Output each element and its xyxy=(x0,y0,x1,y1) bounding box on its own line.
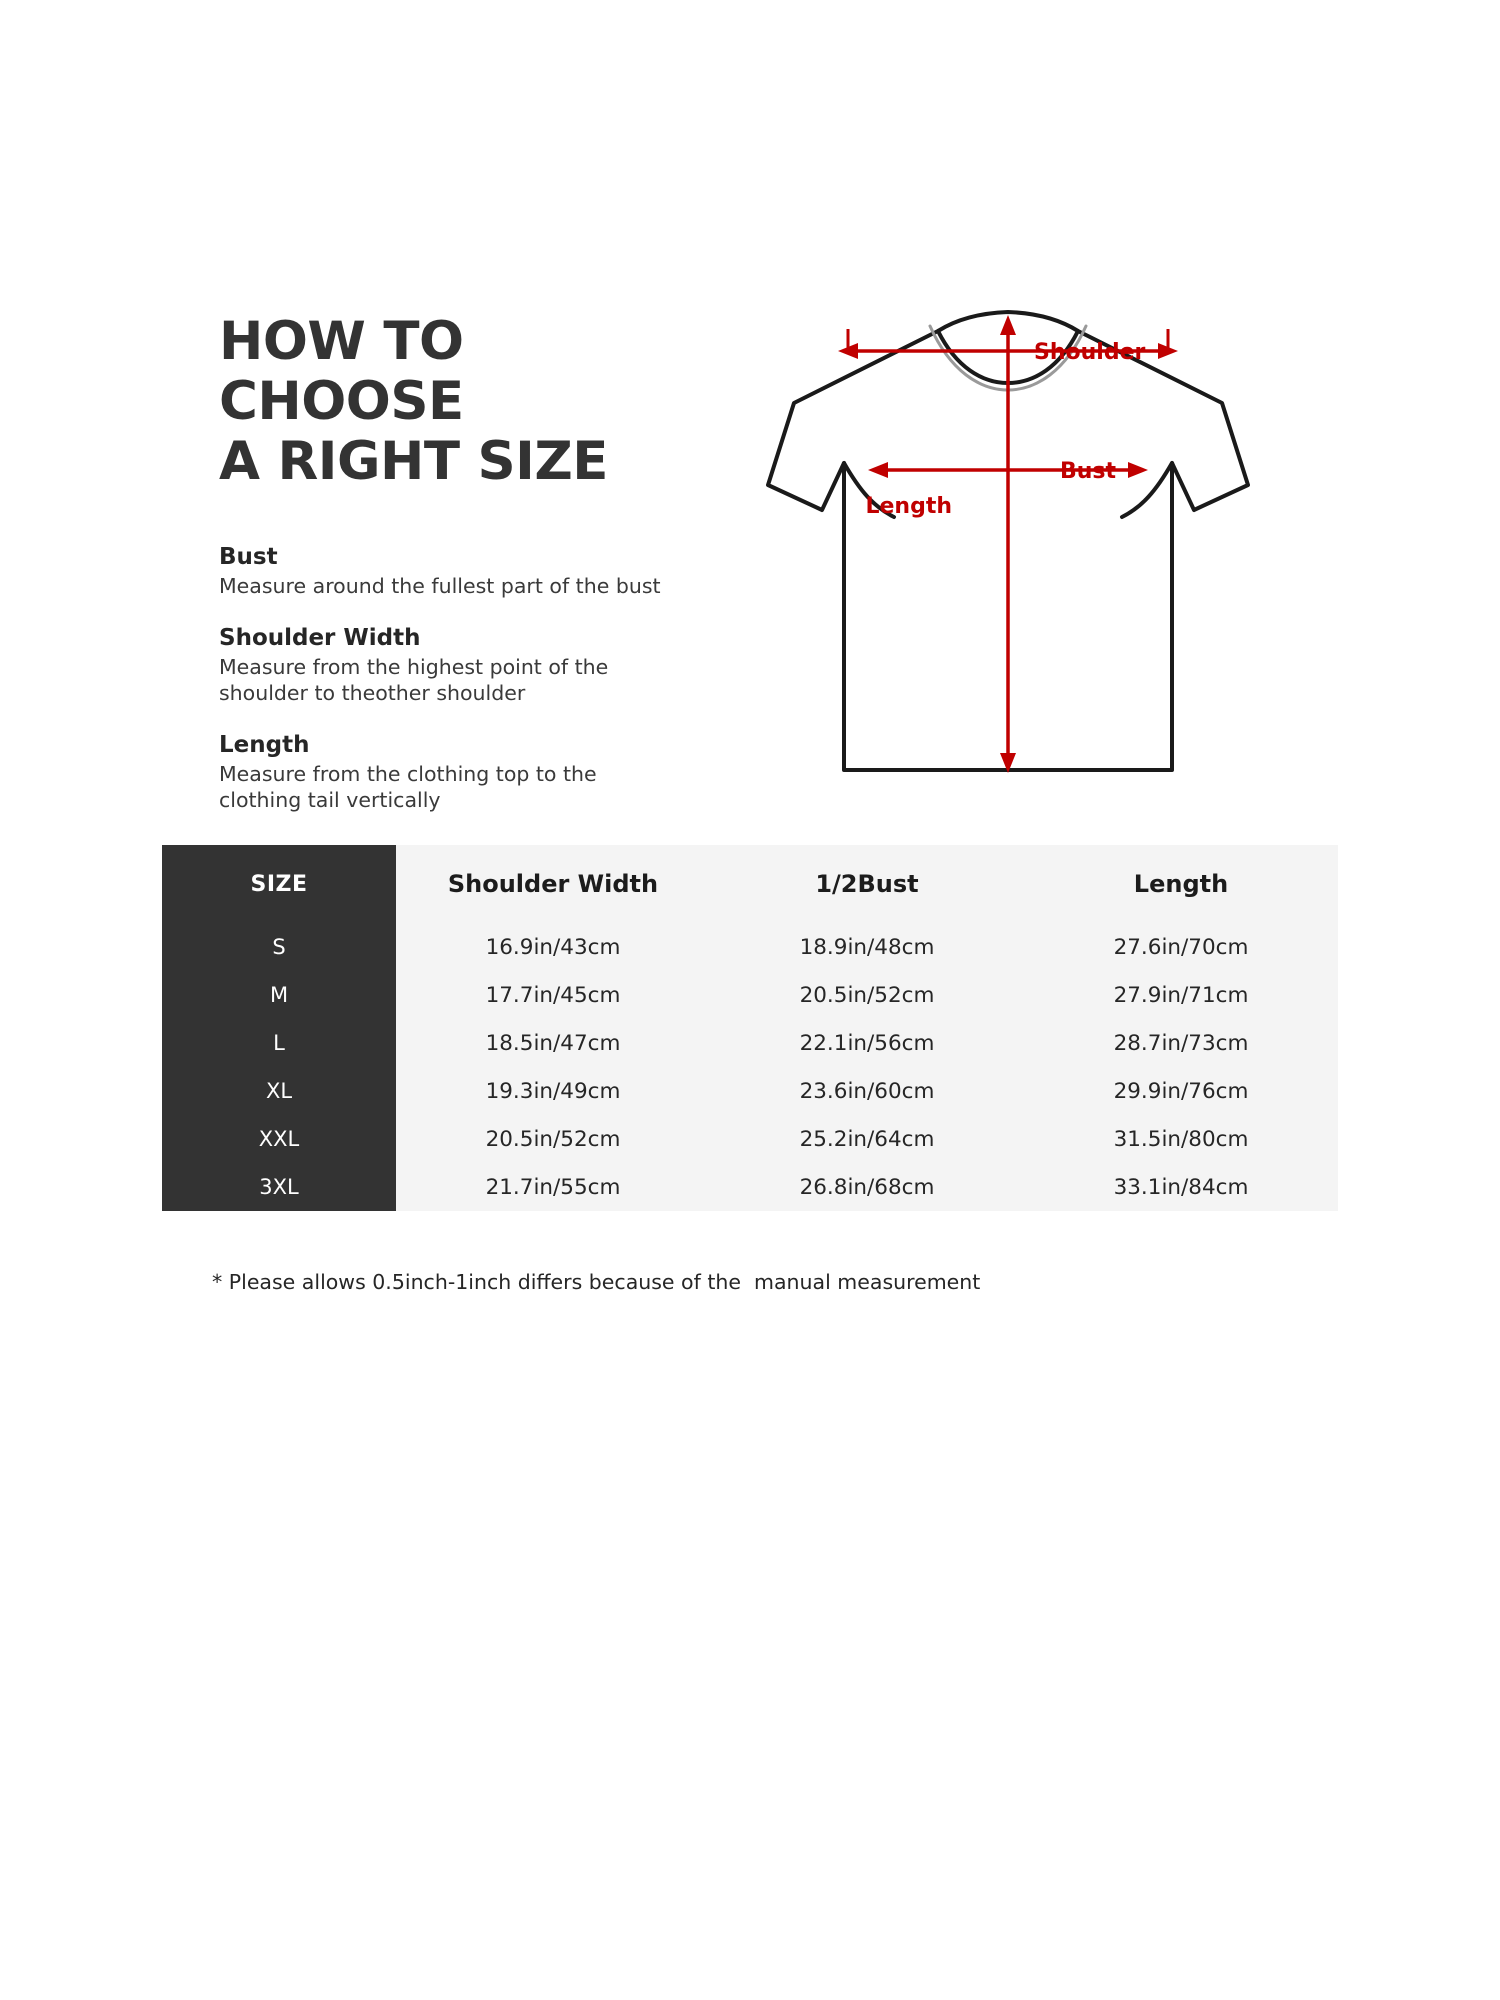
measurement-guide: HOW TO CHOOSE A RIGHT SIZE Bust Measure … xyxy=(219,312,719,837)
cell-shoulder-width: 20.5in/52cm xyxy=(396,1115,710,1163)
cell-shoulder-width: 19.3in/49cm xyxy=(396,1067,710,1115)
cell-size: M xyxy=(162,971,396,1019)
cell-half-bust: 25.2in/64cm xyxy=(710,1115,1024,1163)
cell-half-bust: 20.5in/52cm xyxy=(710,971,1024,1019)
cell-length: 27.9in/71cm xyxy=(1024,971,1338,1019)
column-header-length: Length xyxy=(1024,845,1338,923)
table-row: S 16.9in/43cm 18.9in/48cm 27.6in/70cm xyxy=(162,923,1338,971)
column-header-shoulder-width: Shoulder Width xyxy=(396,845,710,923)
cell-half-bust: 26.8in/68cm xyxy=(710,1163,1024,1211)
column-header-half-bust: 1/2Bust xyxy=(710,845,1024,923)
size-table: SIZE Shoulder Width 1/2Bust Length S 16.… xyxy=(162,845,1338,1211)
measurement-annotations xyxy=(838,315,1178,773)
cell-size: L xyxy=(162,1019,396,1067)
measurement-disclaimer: * Please allows 0.5inch-1inch differs be… xyxy=(212,1270,981,1294)
cell-shoulder-width: 17.7in/45cm xyxy=(396,971,710,1019)
table-row: 3XL 21.7in/55cm 26.8in/68cm 33.1in/84cm xyxy=(162,1163,1338,1211)
measurement-item-bust: Bust Measure around the fullest part of … xyxy=(219,542,719,599)
cell-size: S xyxy=(162,923,396,971)
cell-length: 29.9in/76cm xyxy=(1024,1067,1338,1115)
size-table-body: S 16.9in/43cm 18.9in/48cm 27.6in/70cm M … xyxy=(162,923,1338,1211)
column-header-size: SIZE xyxy=(162,845,396,923)
cell-shoulder-width: 16.9in/43cm xyxy=(396,923,710,971)
measurement-term-shoulder-width: Shoulder Width xyxy=(219,625,421,651)
intro-section: HOW TO CHOOSE A RIGHT SIZE Bust Measure … xyxy=(162,145,1338,845)
tshirt-diagram: Shoulder Bust Length xyxy=(742,295,1282,815)
measurement-definition-list: Bust Measure around the fullest part of … xyxy=(219,542,719,813)
size-table-header: SIZE Shoulder Width 1/2Bust Length xyxy=(162,845,1338,923)
bust-label: Bust xyxy=(1060,459,1117,484)
page-title: HOW TO CHOOSE A RIGHT SIZE xyxy=(219,311,609,492)
measurement-item-shoulder-width: Shoulder Width Measure from the highest … xyxy=(219,623,719,706)
cell-length: 27.6in/70cm xyxy=(1024,923,1338,971)
cell-size: XXL xyxy=(162,1115,396,1163)
table-row: L 18.5in/47cm 22.1in/56cm 28.7in/73cm xyxy=(162,1019,1338,1067)
measurement-description-bust: Measure around the fullest part of the b… xyxy=(219,574,661,598)
measurement-item-length: Length Measure from the clothing top to … xyxy=(219,730,719,813)
length-label: Length xyxy=(865,494,952,519)
table-row: XL 19.3in/49cm 23.6in/60cm 29.9in/76cm xyxy=(162,1067,1338,1115)
cell-length: 31.5in/80cm xyxy=(1024,1115,1338,1163)
cell-half-bust: 18.9in/48cm xyxy=(710,923,1024,971)
cell-size: XL xyxy=(162,1067,396,1115)
cell-shoulder-width: 18.5in/47cm xyxy=(396,1019,710,1067)
size-chart-card: HOW TO CHOOSE A RIGHT SIZE Bust Measure … xyxy=(162,145,1338,1855)
measurement-description-length: Measure from the clothing top to the clo… xyxy=(219,762,597,812)
cell-length: 28.7in/73cm xyxy=(1024,1019,1338,1067)
table-header-row: SIZE Shoulder Width 1/2Bust Length xyxy=(162,845,1338,923)
cell-size: 3XL xyxy=(162,1163,396,1211)
table-row: M 17.7in/45cm 20.5in/52cm 27.9in/71cm xyxy=(162,971,1338,1019)
cell-shoulder-width: 21.7in/55cm xyxy=(396,1163,710,1211)
measurement-description-shoulder-width: Measure from the highest point of the sh… xyxy=(219,655,609,705)
cell-half-bust: 22.1in/56cm xyxy=(710,1019,1024,1067)
cell-length: 33.1in/84cm xyxy=(1024,1163,1338,1211)
measurement-term-length: Length xyxy=(219,732,310,758)
measurement-term-bust: Bust xyxy=(219,544,278,570)
cell-half-bust: 23.6in/60cm xyxy=(710,1067,1024,1115)
length-measure-arrow xyxy=(1000,315,1016,773)
table-row: XXL 20.5in/52cm 25.2in/64cm 31.5in/80cm xyxy=(162,1115,1338,1163)
shoulder-label: Shoulder xyxy=(1034,340,1145,365)
